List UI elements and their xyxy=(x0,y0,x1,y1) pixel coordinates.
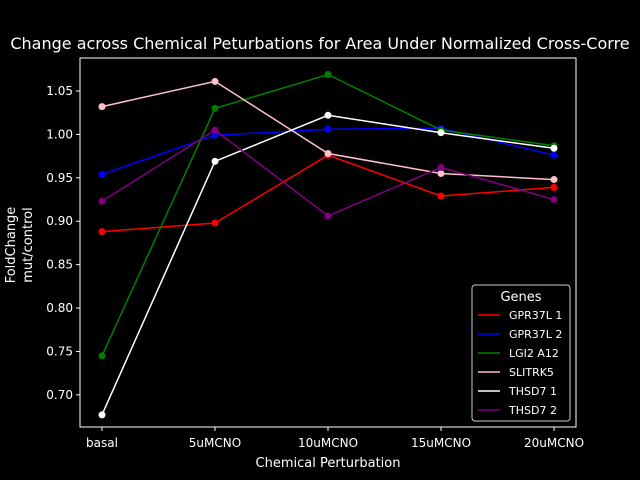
y-axis-label-line-1: FoldChange xyxy=(4,207,19,284)
legend-box xyxy=(471,284,571,422)
series-line xyxy=(101,129,555,217)
data-point xyxy=(437,169,445,177)
data-point xyxy=(98,228,106,236)
legend-label: THSD7 1 xyxy=(508,385,557,398)
series-line xyxy=(101,154,555,233)
data-point xyxy=(550,176,558,184)
data-point xyxy=(98,103,106,111)
data-point xyxy=(211,126,219,134)
x-tick-label: 10uMCNO xyxy=(298,436,358,450)
legend: Genes GPR37L 1 GPR37L 2 LGI2 A12 SLITRK5 THS… xyxy=(471,284,571,422)
data-point xyxy=(324,111,332,119)
y-tick-label: 0.95 xyxy=(46,171,73,185)
y-tick-label: 0.70 xyxy=(46,388,73,402)
data-point xyxy=(324,212,332,220)
data-point xyxy=(98,170,106,178)
legend-label: LGI2 A12 xyxy=(509,347,559,360)
data-point xyxy=(324,150,332,158)
data-point xyxy=(550,151,558,159)
data-point xyxy=(324,70,332,78)
legend-label: THSD7 2 xyxy=(508,404,557,417)
data-point xyxy=(550,196,558,204)
y-tick-label: 0.90 xyxy=(46,214,73,228)
data-point xyxy=(211,157,219,165)
x-tick-label: 20uMCNO xyxy=(524,436,584,450)
x-tick-label: basal xyxy=(86,436,118,450)
data-point xyxy=(98,197,106,205)
data-point xyxy=(550,183,558,191)
data-point xyxy=(324,125,332,133)
data-point xyxy=(550,144,558,152)
y-tick-label: 0.85 xyxy=(46,258,73,272)
data-point xyxy=(98,411,106,419)
y-tick-label: 0.75 xyxy=(46,344,73,358)
y-axis-label-line-2: mut/control xyxy=(21,207,36,282)
y-tick-label: 1.00 xyxy=(46,127,73,141)
chart-title: Change across Chemical Peturbations for … xyxy=(10,34,629,53)
legend-title: Genes xyxy=(500,290,541,305)
x-tick-label: 5uMCNO xyxy=(189,436,241,450)
x-axis-label: Chemical Perturbation xyxy=(256,456,401,471)
data-point xyxy=(98,352,106,360)
data-point xyxy=(211,219,219,227)
legend-label: SLITRK5 xyxy=(509,366,554,379)
plot-area: 0.70 0.75 0.80 0.85 0.90 0.95 1.00 1.05 basal 5uM… xyxy=(46,57,584,450)
x-tick-label: 15uMCNO xyxy=(411,436,471,450)
y-tick-label: 0.80 xyxy=(46,301,73,315)
data-point xyxy=(437,163,445,171)
data-point xyxy=(437,129,445,137)
data-point xyxy=(211,104,219,112)
data-point xyxy=(437,192,445,200)
y-tick-label: 1.05 xyxy=(46,84,73,98)
legend-label: GPR37L 2 xyxy=(509,328,562,341)
legend-label: GPR37L 1 xyxy=(509,309,562,322)
data-point xyxy=(211,131,219,139)
data-point xyxy=(211,77,219,85)
